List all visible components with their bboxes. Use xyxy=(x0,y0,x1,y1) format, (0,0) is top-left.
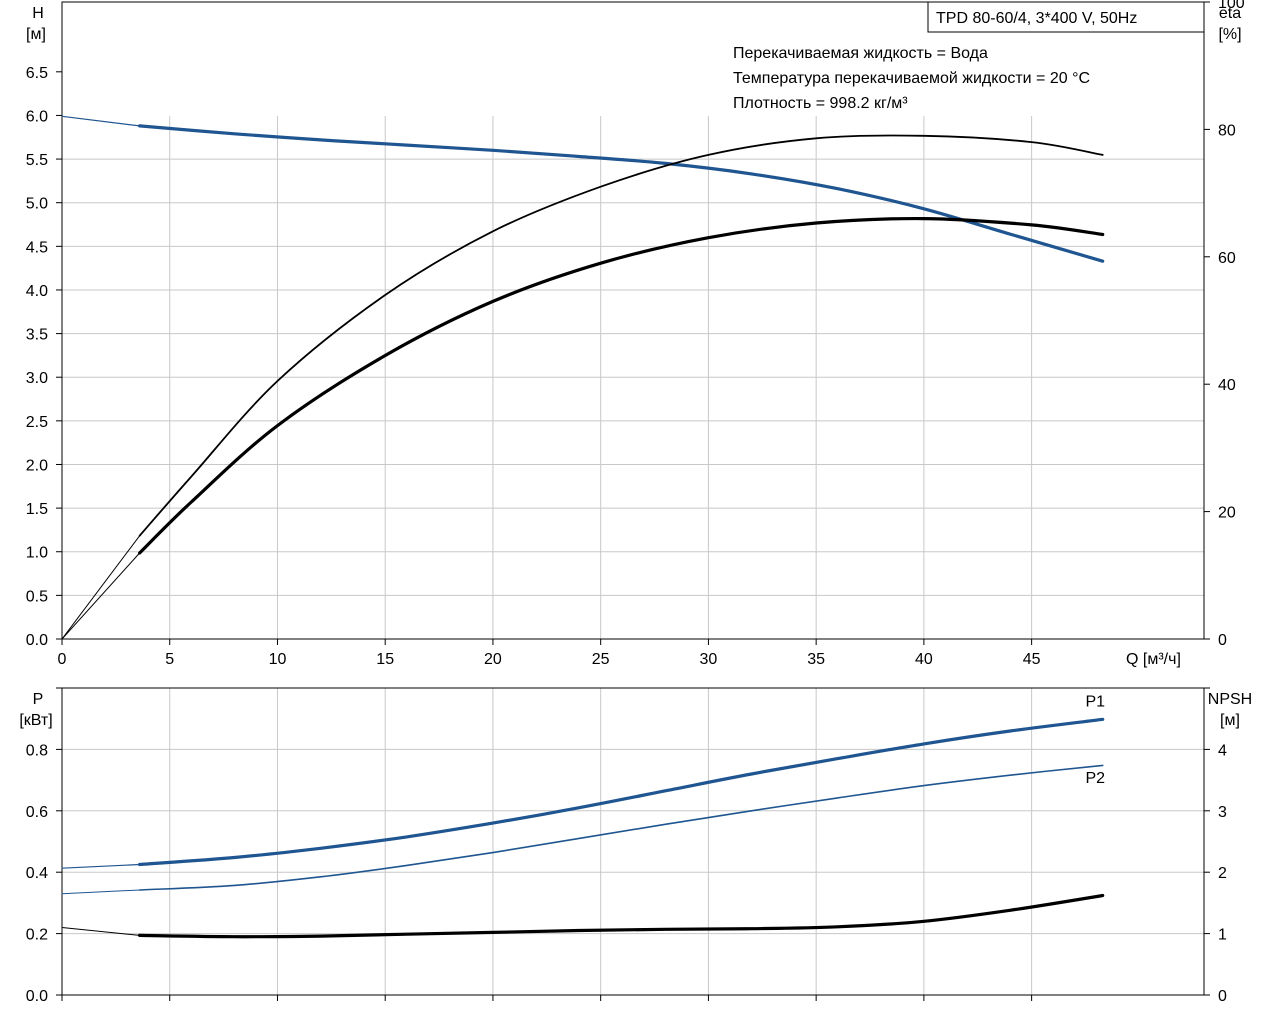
lower-plot xyxy=(56,687,1210,1001)
upper-ytick-label-left-5: 2.5 xyxy=(26,414,48,431)
lower-ytick-label-right-3: 3 xyxy=(1218,804,1227,821)
upper-series-2 xyxy=(138,134,1104,537)
lower-series-0-p1 xyxy=(138,717,1105,867)
lower-ytick-label-right-1: 1 xyxy=(1218,927,1227,944)
upper-ytick-label-left-7: 3.5 xyxy=(26,327,48,344)
upper-ytick-label-right-4: 80 xyxy=(1218,122,1236,139)
lower-series-4-npsh xyxy=(138,893,1105,939)
upper-xtick-label-6: 30 xyxy=(700,651,718,668)
upper-series-1 xyxy=(61,115,141,127)
lower-ytick-label-left-4: 0.8 xyxy=(26,742,48,759)
upper-ylabel-left-name: H xyxy=(32,5,44,22)
title-box-text: TPD 80-60/4, 3*400 V, 50Hz xyxy=(936,10,1137,27)
upper-ytick-label-left-11: 5.5 xyxy=(26,152,48,169)
upper-ytick-label-left-2: 1.0 xyxy=(26,545,48,562)
lower-ylabel-right-unit: [м] xyxy=(1220,712,1240,729)
lower-ytick-label-right-0: 0 xyxy=(1218,988,1227,1005)
lower-ytick-label-right-2: 2 xyxy=(1218,865,1227,882)
lower-curve-label-p1: P1 xyxy=(1085,693,1105,710)
upper-ytick-label-left-9: 4.5 xyxy=(26,239,48,256)
upper-ytick-label-right-1: 20 xyxy=(1218,505,1236,522)
lower-frame xyxy=(61,687,1205,996)
lower-series-3 xyxy=(61,889,141,895)
upper-ytick-label-right-0: 0 xyxy=(1218,632,1227,649)
upper-series-5 xyxy=(61,552,141,640)
lower-ylabel-left-name: P xyxy=(33,691,44,708)
info-line-1: Температура перекачиваемой жидкости = 20… xyxy=(733,70,1090,87)
upper-series-0 xyxy=(138,124,1105,263)
upper-ytick-label-left-6: 3.0 xyxy=(26,370,48,387)
upper-xtick-label-4: 20 xyxy=(484,651,502,668)
upper-ytick-label-left-8: 4.0 xyxy=(26,283,48,300)
upper-xtick-label-8: 40 xyxy=(915,651,933,668)
lower-ytick-label-left-0: 0.0 xyxy=(26,988,48,1005)
upper-ytick-label-right-2: 40 xyxy=(1218,377,1236,394)
upper-xtick-label-9: 45 xyxy=(1023,651,1041,668)
lower-ytick-label-left-2: 0.4 xyxy=(26,865,48,882)
lower-series-1 xyxy=(61,863,141,869)
upper-ytick-label-right-5: 100 xyxy=(1218,0,1245,12)
upper-ytick-label-right-3: 60 xyxy=(1218,250,1236,267)
upper-ylabel-right-unit: [%] xyxy=(1218,26,1241,43)
upper-plot xyxy=(56,1,1210,645)
upper-ytick-label-left-0: 0.0 xyxy=(26,632,48,649)
upper-xtick-label-7: 35 xyxy=(807,651,825,668)
upper-ytick-label-left-3: 1.5 xyxy=(26,501,48,518)
upper-series-4 xyxy=(61,535,141,640)
upper-ytick-label-left-13: 6.5 xyxy=(26,65,48,82)
lower-ytick-label-right-4: 4 xyxy=(1218,742,1227,759)
title-box xyxy=(927,1,1205,33)
lower-ylabel-left-unit: [кВт] xyxy=(19,712,52,729)
upper-ytick-label-left-4: 2.0 xyxy=(26,457,48,474)
upper-frame xyxy=(61,1,1205,640)
lower-ytick-label-left-3: 0.6 xyxy=(26,804,48,821)
upper-series-3 xyxy=(138,216,1105,555)
upper-xlabel: Q [м³/ч] xyxy=(1126,651,1181,668)
upper-ytick-label-left-10: 5.0 xyxy=(26,196,48,213)
info-line-2: Плотность = 998.2 кг/м³ xyxy=(733,95,908,112)
upper-ytick-label-left-12: 6.0 xyxy=(26,108,48,125)
info-line-0: Перекачиваемая жидкость = Вода xyxy=(733,45,988,62)
upper-xtick-label-5: 25 xyxy=(592,651,610,668)
lower-ylabel-right-name: NPSH xyxy=(1208,691,1252,708)
lower-series-2-p2 xyxy=(138,764,1104,891)
upper-xtick-label-2: 10 xyxy=(269,651,287,668)
lower-curve-label-p2: P2 xyxy=(1085,770,1105,787)
upper-ylabel-right-name: eta xyxy=(1219,5,1241,22)
upper-xtick-label-3: 15 xyxy=(376,651,394,668)
lower-ytick-label-left-1: 0.2 xyxy=(26,927,48,944)
upper-xtick-label-1: 5 xyxy=(165,651,174,668)
upper-xtick-label-0: 0 xyxy=(58,651,67,668)
upper-ylabel-left-unit: [м] xyxy=(26,26,46,43)
upper-ytick-label-left-1: 0.5 xyxy=(26,588,48,605)
lower-series-5 xyxy=(61,927,141,936)
